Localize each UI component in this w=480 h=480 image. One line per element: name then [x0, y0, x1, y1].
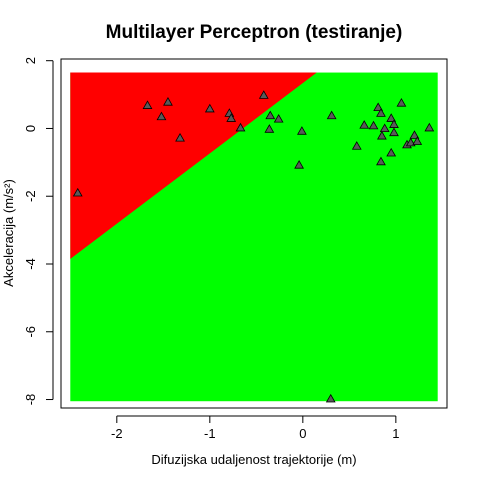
x-tick-label: -2 — [111, 426, 123, 441]
y-tick-label: -2 — [23, 190, 38, 202]
y-tick-label: 0 — [23, 125, 38, 132]
y-axis: 2 0 -2 -4 -6 -8 — [23, 57, 54, 406]
data-point-marker — [409, 130, 420, 139]
data-point-marker — [376, 108, 386, 117]
data-point-marker — [325, 393, 336, 403]
data-points — [72, 90, 435, 403]
plot-frame — [60, 58, 448, 409]
x-tick-label: 1 — [392, 426, 399, 441]
chart-title: Multilayer Perceptron (testiranje) — [106, 22, 403, 43]
data-point-marker — [175, 132, 185, 142]
y-tick-label: -4 — [23, 258, 38, 270]
data-point-marker — [386, 147, 397, 157]
data-point-marker — [405, 137, 416, 147]
y-tick-label: 2 — [23, 57, 38, 64]
data-point-marker — [204, 103, 215, 113]
y-tick-label: -8 — [23, 394, 38, 406]
x-axis: -2 -1 0 1 — [111, 415, 399, 441]
decision-regions — [70, 72, 438, 402]
data-point-marker — [373, 102, 384, 112]
data-point-marker — [396, 98, 407, 107]
data-point-marker — [424, 122, 435, 132]
data-point-marker — [142, 100, 153, 109]
data-point-marker — [72, 187, 83, 197]
x-tick-label: 0 — [299, 426, 306, 441]
data-point-marker — [163, 97, 173, 106]
data-point-marker — [377, 130, 387, 140]
data-point-marker — [273, 113, 284, 123]
region-upper-left — [70, 72, 317, 259]
data-point-marker — [226, 113, 237, 122]
data-point-marker — [294, 160, 305, 169]
data-point-marker — [368, 120, 379, 130]
x-tick-label: -1 — [204, 426, 216, 441]
data-point-marker — [351, 141, 362, 150]
data-point-marker — [376, 156, 386, 166]
data-point-marker — [386, 113, 397, 122]
data-point-marker — [297, 126, 307, 135]
data-point-marker — [264, 124, 275, 133]
y-axis-label: Akceleracija (m/s²) — [1, 179, 16, 287]
data-point-marker — [156, 111, 167, 121]
data-point-marker — [235, 122, 246, 132]
data-point-marker — [258, 90, 269, 99]
data-point-marker — [412, 136, 423, 145]
data-point-marker — [379, 123, 390, 133]
data-point-marker — [389, 127, 399, 137]
data-point-marker — [265, 110, 276, 120]
data-point-marker — [359, 120, 370, 129]
data-point-marker — [326, 110, 337, 120]
x-axis-label: Difuzijska udaljenost trajektorije (m) — [151, 452, 356, 467]
y-tick-label: -6 — [23, 326, 38, 338]
